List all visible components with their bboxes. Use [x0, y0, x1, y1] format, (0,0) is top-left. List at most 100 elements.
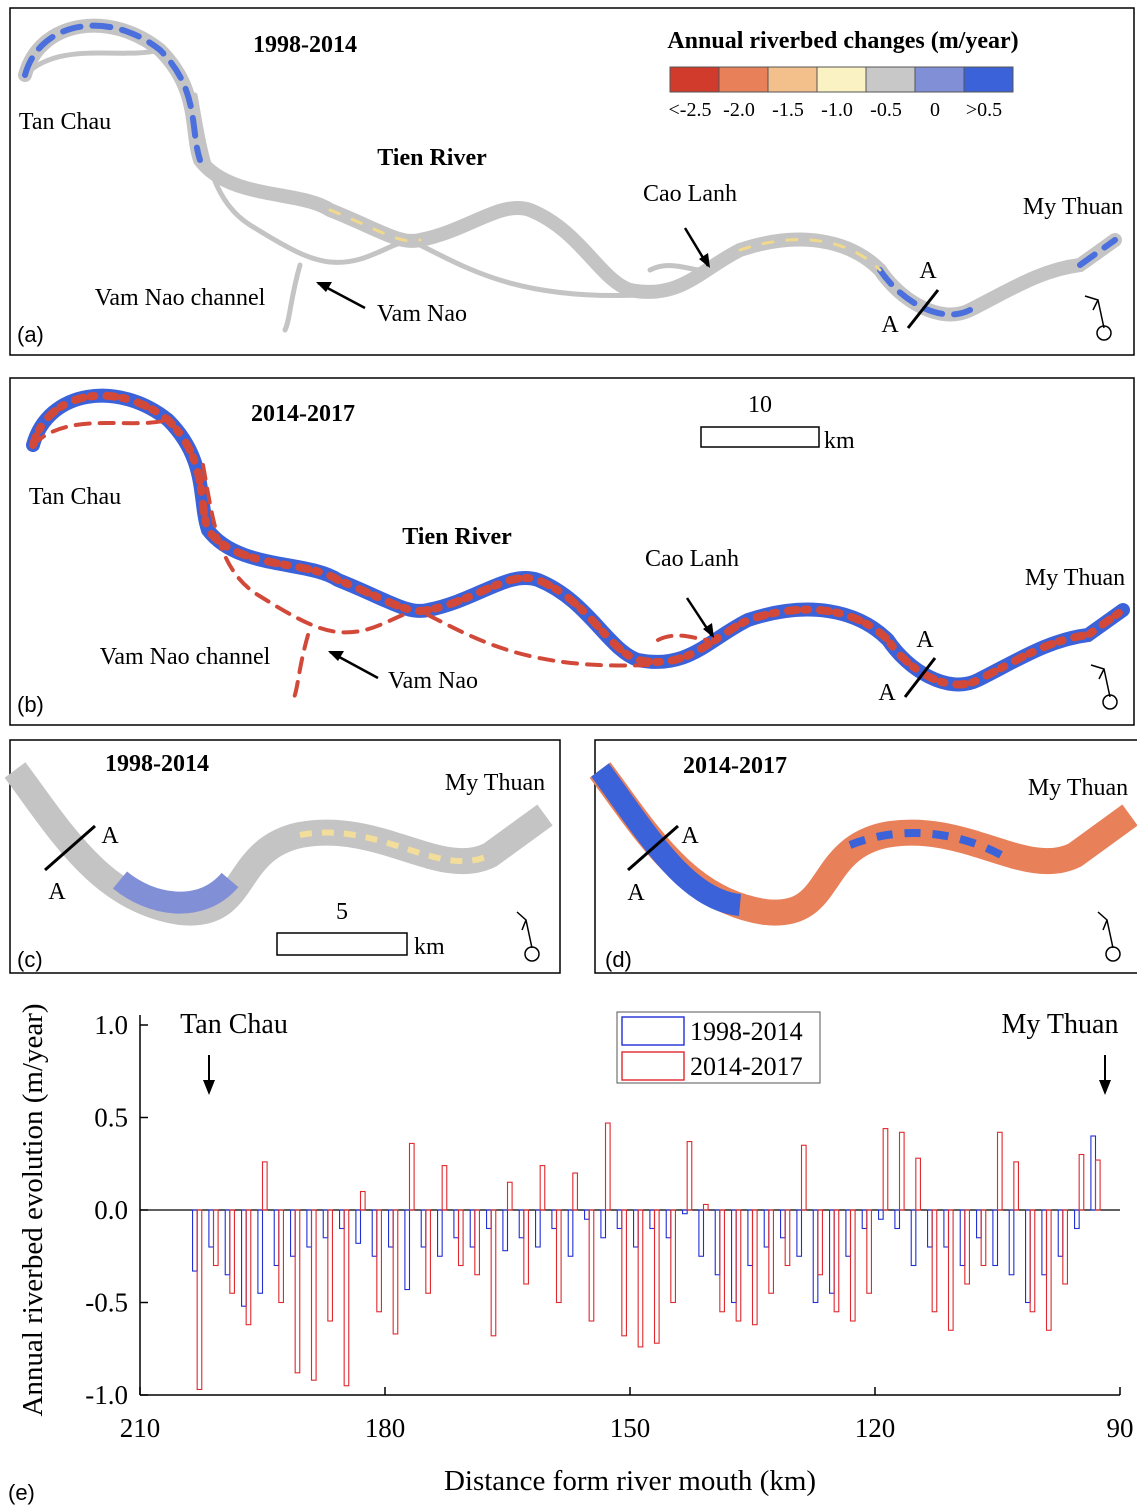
bar	[910, 1209, 917, 1267]
bar	[404, 1209, 411, 1291]
bar	[751, 1209, 758, 1326]
bar	[698, 1209, 705, 1257]
y-axis-label: Annual riverbed evolution (m/year)	[17, 1003, 49, 1416]
map-legend: Annual riverbed changes (m/year) <-2.5 -2.…	[667, 28, 1018, 121]
annotation-head	[1099, 1080, 1111, 1095]
section-label: A	[681, 823, 699, 849]
section-lines	[44, 289, 940, 872]
bar	[555, 1209, 562, 1304]
place: Vam Nao	[377, 301, 467, 327]
bar	[392, 1209, 399, 1335]
period: 1998-2014	[105, 751, 209, 777]
y-tick-label: -0.5	[85, 1288, 128, 1318]
scale-unit: km	[824, 428, 855, 454]
bar	[1013, 1161, 1019, 1211]
legend-label: -1.0	[821, 99, 853, 121]
panel-label: (b)	[17, 692, 44, 717]
river-name: Tien River	[402, 524, 512, 550]
bar	[621, 1209, 627, 1337]
bar	[649, 1209, 656, 1230]
bar	[371, 1209, 378, 1257]
x-tick-label: 180	[365, 1413, 406, 1443]
bar	[763, 1209, 770, 1248]
bar	[339, 1209, 345, 1230]
bar	[882, 1128, 889, 1211]
bar	[1090, 1135, 1097, 1211]
bar	[453, 1209, 460, 1239]
bar	[420, 1209, 427, 1248]
bar	[506, 1181, 513, 1211]
bar	[567, 1209, 574, 1257]
place: My Thuan	[445, 770, 545, 796]
panel-label: (e)	[8, 1480, 35, 1505]
river-name: Tien River	[377, 145, 487, 171]
panel-frames	[9, 7, 1137, 974]
bar	[278, 1209, 284, 1304]
bar	[224, 1209, 231, 1276]
bar	[437, 1209, 443, 1257]
legend-label: 1998-2014	[690, 1017, 803, 1046]
legend-title: Annual riverbed changes (m/year)	[667, 28, 1018, 54]
bar	[845, 1209, 852, 1257]
bar	[1062, 1209, 1068, 1285]
legend-label: 2014-2017	[690, 1052, 803, 1081]
section-label: A	[878, 680, 896, 706]
bar	[633, 1209, 639, 1248]
bar	[947, 1209, 954, 1331]
legend-swatch	[816, 66, 867, 93]
bar	[535, 1209, 541, 1248]
bar	[518, 1209, 525, 1239]
bar	[584, 1209, 590, 1220]
bar	[310, 1209, 317, 1381]
bar	[388, 1209, 394, 1248]
scale-unit: km	[414, 934, 445, 960]
bar	[212, 1209, 219, 1267]
bar	[196, 1209, 203, 1390]
section-label: A	[101, 823, 119, 849]
panel-label: (d)	[605, 947, 632, 972]
bar	[616, 1209, 623, 1230]
bar	[670, 1209, 676, 1304]
legend-swatch	[865, 66, 916, 93]
bar	[322, 1209, 329, 1239]
bar	[653, 1209, 660, 1344]
place: My Thuan	[1023, 194, 1123, 220]
period: 2014-2017	[251, 401, 355, 427]
section-label: A	[919, 258, 937, 284]
x-tick-label: 120	[855, 1413, 896, 1443]
bar	[425, 1209, 431, 1294]
bar	[502, 1209, 509, 1252]
bar	[523, 1209, 529, 1285]
bar	[768, 1209, 774, 1294]
bar	[894, 1209, 901, 1230]
north-arrows	[516, 295, 1121, 962]
place: Vam Nao	[388, 668, 478, 694]
bar	[878, 1209, 884, 1220]
section-label: A	[48, 879, 66, 905]
legend-label: >0.5	[966, 99, 1002, 121]
bar	[261, 1161, 268, 1211]
river-zoom	[4, 762, 1137, 926]
bar	[241, 1209, 247, 1307]
y-tick-label: -1.0	[85, 1380, 128, 1410]
y-tick-label: 1.0	[94, 1010, 128, 1040]
annotation: Tan Chau	[180, 1009, 288, 1040]
panel-label: (a)	[17, 322, 44, 347]
scale-bar	[700, 426, 820, 448]
bar	[829, 1209, 835, 1294]
bar	[686, 1141, 693, 1211]
bar	[1045, 1209, 1052, 1331]
bar	[833, 1209, 840, 1313]
bar	[784, 1209, 791, 1267]
place: Cao Lanh	[643, 181, 737, 207]
bar	[208, 1209, 215, 1248]
bar	[229, 1209, 235, 1294]
bar	[1008, 1209, 1015, 1276]
legend-swatch	[621, 1016, 685, 1046]
bar	[915, 1157, 921, 1211]
bar	[992, 1209, 999, 1267]
section-label: A	[627, 880, 645, 906]
bar	[898, 1131, 905, 1211]
bar	[294, 1209, 301, 1374]
